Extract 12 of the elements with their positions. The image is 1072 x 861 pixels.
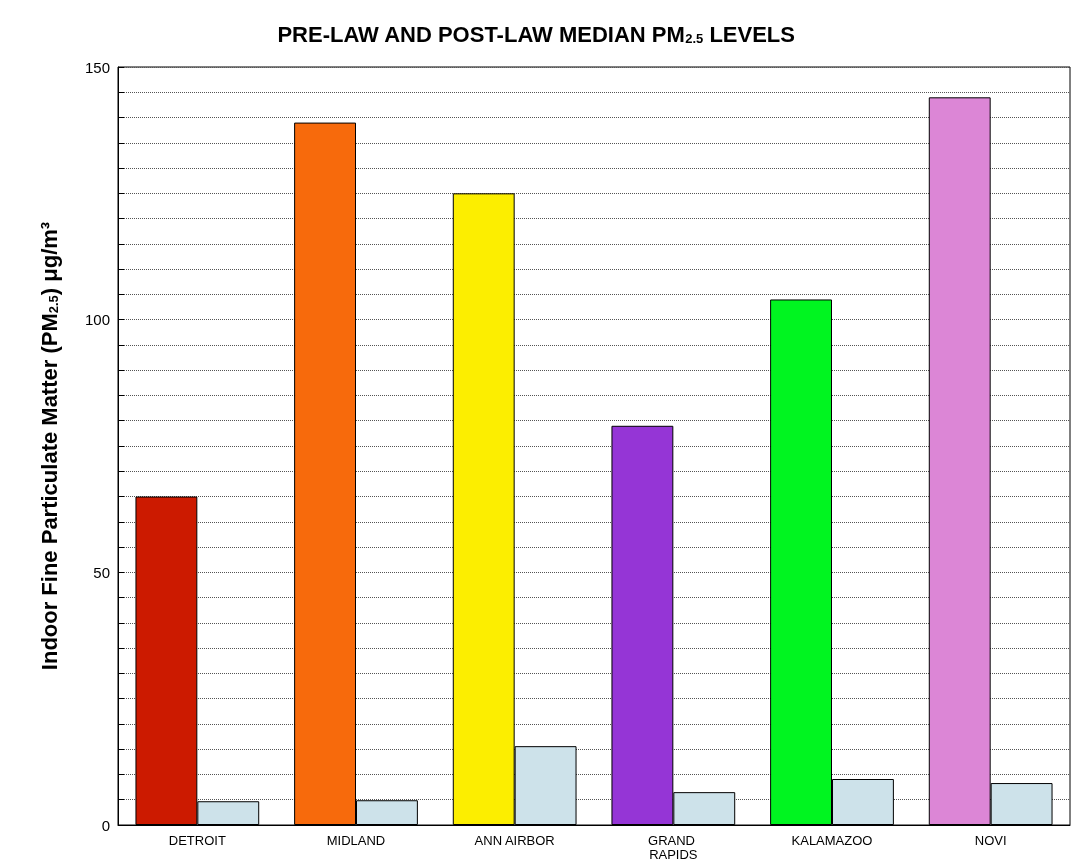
x-tick-label: MIDLAND — [326, 832, 386, 848]
y-tick-label: 0 — [101, 816, 110, 834]
x-tick-label: KALAMAZOO — [791, 832, 873, 848]
x-tick-label: GRAND RAPIDS — [648, 832, 699, 861]
y-tick-label: 100 — [84, 311, 110, 329]
x-tick-label: DETROIT — [168, 832, 226, 848]
y-tick-label: 150 — [84, 58, 110, 76]
x-tick-label: ANN AIRBOR — [474, 832, 555, 848]
chart-title: PRE-LAW AND POST-LAW MEDIAN PM2.5 LEVELS — [277, 21, 795, 47]
y-tick-label: 50 — [93, 563, 110, 581]
x-tick-label: NOVI — [974, 832, 1007, 848]
y-axis-title: Indoor Fine Particulate Matter (PM2.5) μg/m³ — [36, 221, 62, 671]
